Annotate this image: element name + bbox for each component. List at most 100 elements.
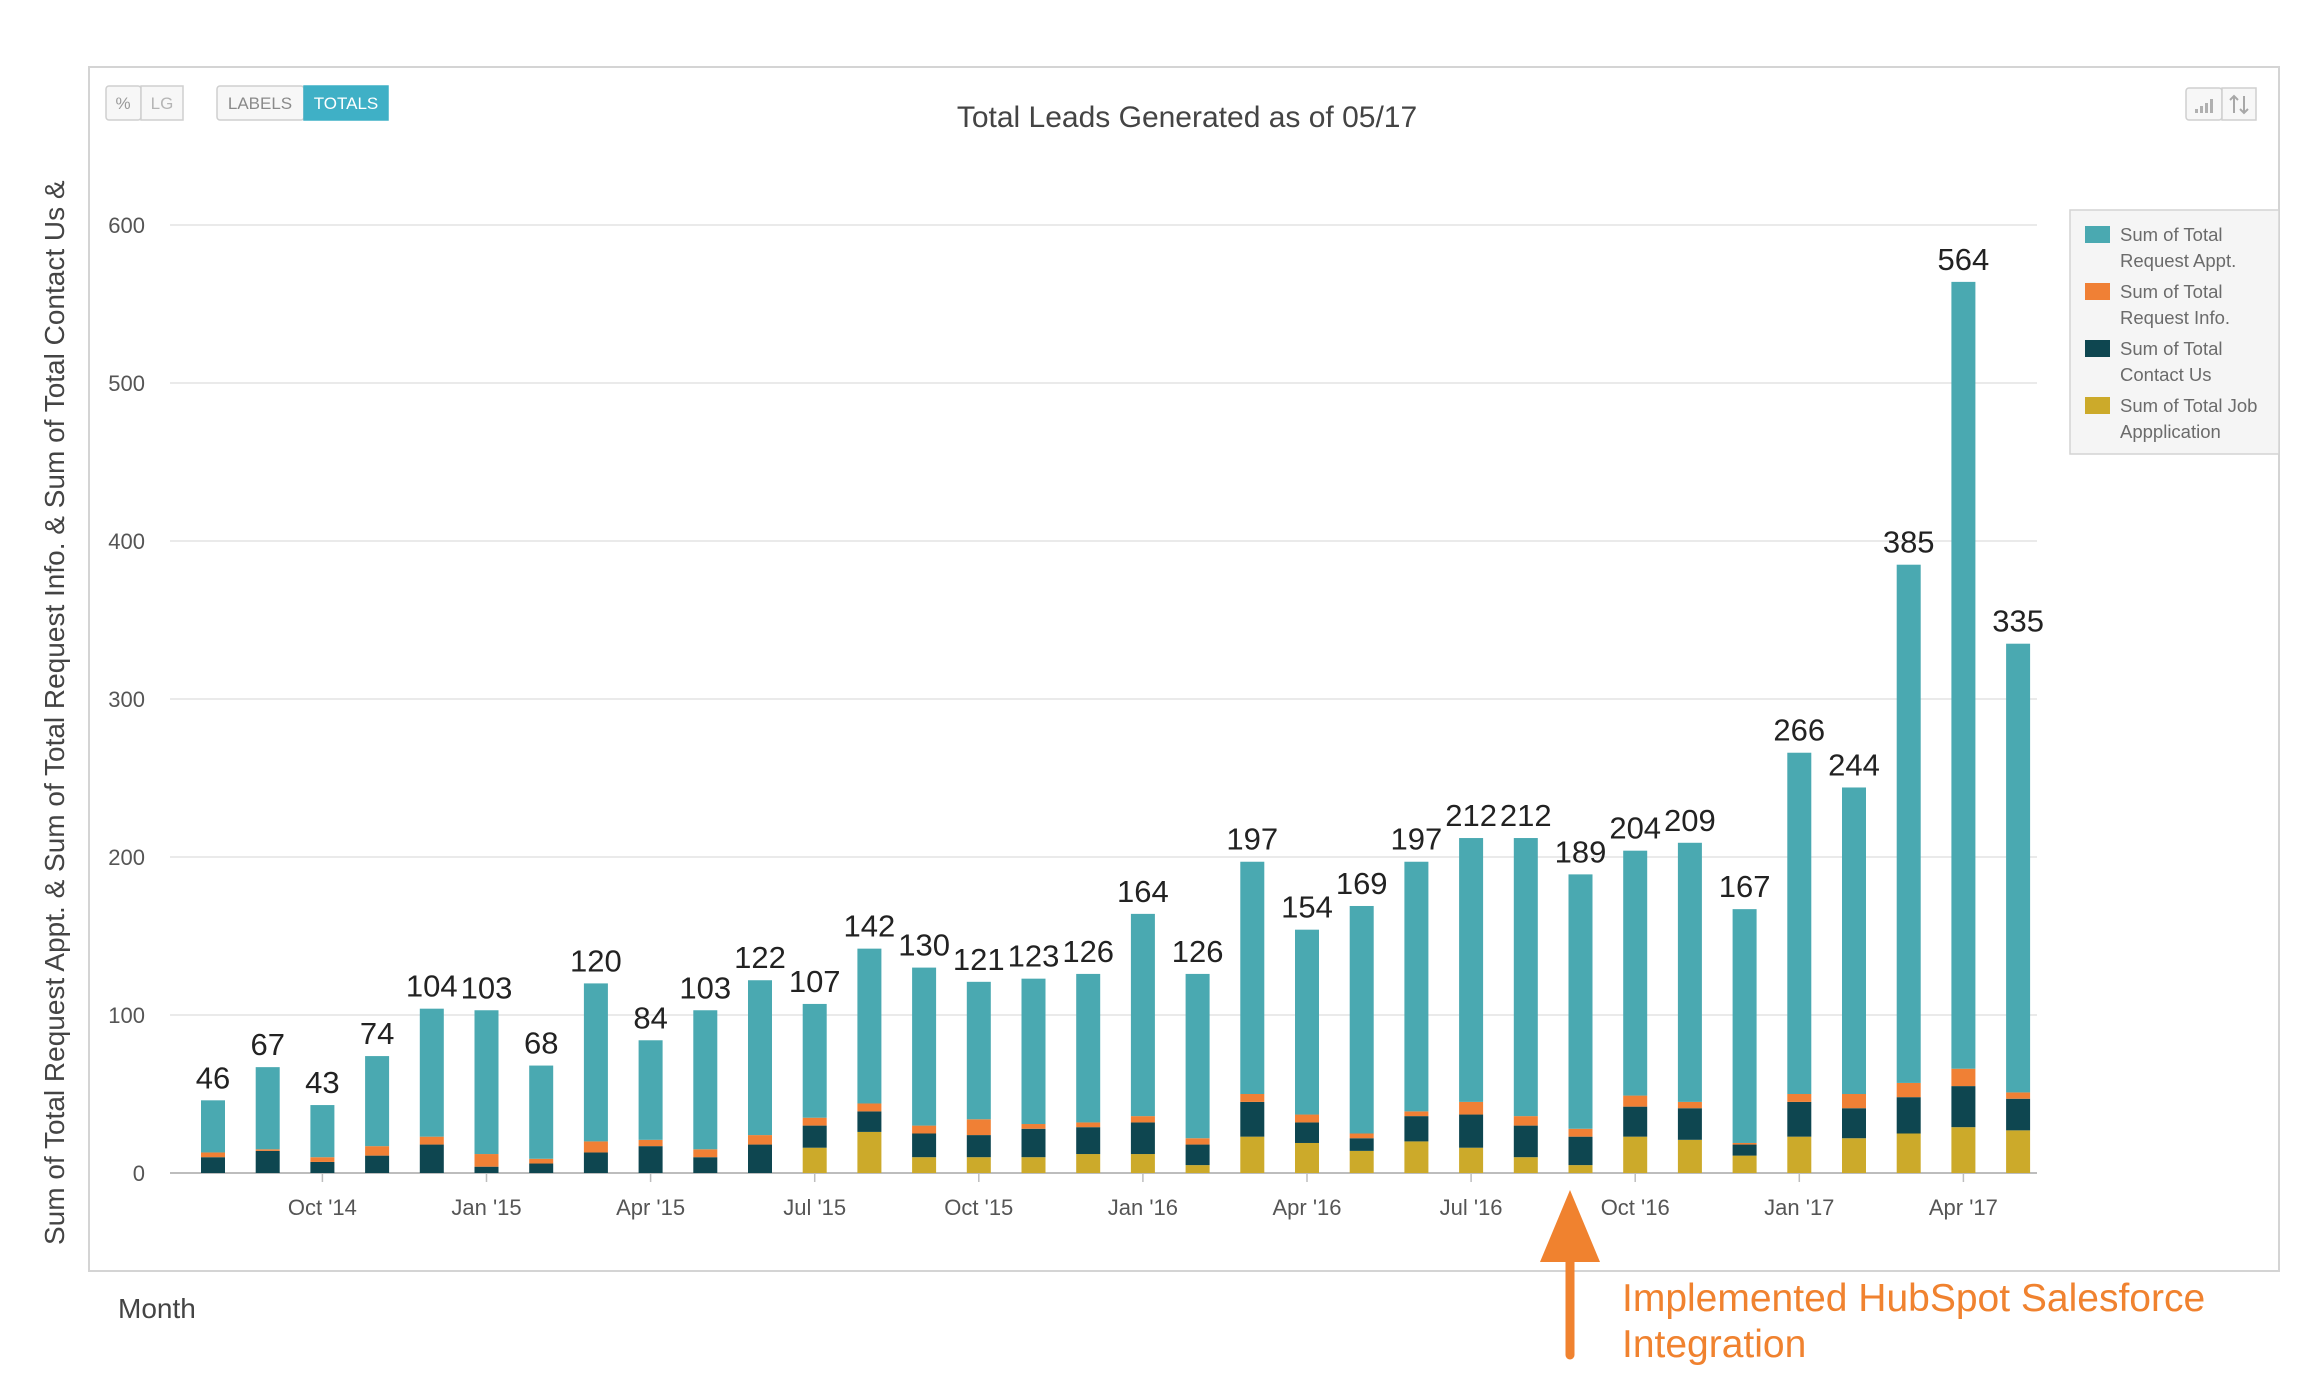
contact-us-segment[interactable] — [748, 1144, 772, 1173]
contact-us-segment[interactable] — [1677, 1108, 1702, 1140]
job-application-segment[interactable] — [1951, 1127, 1976, 1173]
request-appt-segment[interactable] — [365, 1056, 390, 1147]
contact-us-segment[interactable] — [693, 1157, 718, 1173]
request-info-segment[interactable] — [966, 1119, 991, 1136]
job-application-segment[interactable] — [966, 1157, 991, 1173]
job-application-segment[interactable] — [1513, 1157, 1538, 1173]
request-appt-segment[interactable] — [1787, 752, 1812, 1094]
contact-us-segment[interactable] — [419, 1144, 444, 1173]
contact-us-segment[interactable] — [1021, 1128, 1046, 1158]
request-info-segment[interactable] — [1130, 1116, 1155, 1123]
request-appt-segment[interactable] — [1404, 861, 1429, 1112]
contact-us-segment[interactable] — [1185, 1144, 1210, 1166]
request-appt-segment[interactable] — [966, 981, 991, 1120]
request-info-segment[interactable] — [1076, 1122, 1101, 1128]
request-appt-segment[interactable] — [2006, 643, 2031, 1093]
request-appt-segment[interactable] — [1295, 929, 1319, 1115]
contact-us-segment[interactable] — [1842, 1108, 1866, 1139]
job-application-segment[interactable] — [1459, 1147, 1484, 1173]
request-appt-segment[interactable] — [474, 1010, 499, 1155]
job-application-segment[interactable] — [1130, 1154, 1155, 1173]
job-application-segment[interactable] — [2006, 1130, 2031, 1173]
contact-us-segment[interactable] — [802, 1125, 827, 1148]
request-appt-segment[interactable] — [201, 1100, 225, 1153]
totals-button[interactable] — [303, 85, 389, 121]
job-application-segment[interactable] — [1185, 1165, 1210, 1173]
request-info-segment[interactable] — [1185, 1138, 1210, 1145]
job-application-segment[interactable] — [1896, 1133, 1921, 1174]
request-appt-segment[interactable] — [1623, 850, 1648, 1096]
request-info-segment[interactable] — [474, 1154, 499, 1167]
request-appt-segment[interactable] — [1732, 909, 1757, 1143]
request-appt-segment[interactable] — [1185, 973, 1210, 1139]
request-info-segment[interactable] — [912, 1125, 937, 1134]
contact-us-segment[interactable] — [1404, 1116, 1429, 1142]
request-info-segment[interactable] — [201, 1152, 225, 1158]
request-info-segment[interactable] — [365, 1146, 390, 1156]
job-application-segment[interactable] — [1787, 1136, 1812, 1173]
request-appt-segment[interactable] — [310, 1105, 335, 1158]
request-info-segment[interactable] — [1677, 1101, 1702, 1109]
request-appt-segment[interactable] — [802, 1003, 827, 1118]
request-info-segment[interactable] — [2006, 1092, 2031, 1099]
contact-us-segment[interactable] — [583, 1152, 608, 1173]
contact-us-segment[interactable] — [1623, 1106, 1648, 1137]
request-info-segment[interactable] — [1459, 1101, 1484, 1115]
request-info-segment[interactable] — [255, 1149, 280, 1151]
contact-us-segment[interactable] — [255, 1150, 280, 1173]
request-info-segment[interactable] — [693, 1149, 718, 1158]
request-appt-segment[interactable] — [1677, 842, 1702, 1102]
job-application-segment[interactable] — [1349, 1150, 1374, 1173]
request-appt-segment[interactable] — [912, 967, 937, 1126]
request-appt-segment[interactable] — [857, 948, 882, 1104]
contact-us-segment[interactable] — [1130, 1122, 1155, 1155]
request-info-segment[interactable] — [419, 1136, 444, 1145]
request-info-segment[interactable] — [1787, 1094, 1812, 1102]
request-appt-segment[interactable] — [1513, 838, 1538, 1117]
request-info-segment[interactable] — [1021, 1124, 1046, 1129]
job-application-segment[interactable] — [1842, 1138, 1866, 1173]
job-application-segment[interactable] — [1623, 1136, 1648, 1173]
job-application-segment[interactable] — [1076, 1154, 1101, 1173]
contact-us-segment[interactable] — [1732, 1144, 1757, 1156]
job-application-segment[interactable] — [1677, 1139, 1702, 1173]
request-appt-segment[interactable] — [1021, 978, 1046, 1125]
request-appt-segment[interactable] — [748, 980, 772, 1136]
contact-us-segment[interactable] — [912, 1133, 937, 1158]
contact-us-segment[interactable] — [2006, 1098, 2031, 1131]
request-info-segment[interactable] — [1240, 1094, 1265, 1102]
request-appt-segment[interactable] — [1130, 913, 1155, 1117]
request-info-segment[interactable] — [748, 1135, 772, 1145]
contact-us-segment[interactable] — [1513, 1125, 1538, 1158]
request-info-segment[interactable] — [1295, 1114, 1319, 1123]
contact-us-segment[interactable] — [1349, 1138, 1374, 1151]
request-appt-segment[interactable] — [1568, 874, 1593, 1129]
job-application-segment[interactable] — [1404, 1141, 1429, 1173]
request-appt-segment[interactable] — [255, 1067, 280, 1150]
sort-button[interactable] — [2221, 87, 2257, 121]
request-appt-segment[interactable] — [1896, 564, 1921, 1083]
request-info-segment[interactable] — [1349, 1133, 1374, 1139]
contact-us-segment[interactable] — [1459, 1114, 1484, 1148]
job-application-segment[interactable] — [802, 1147, 827, 1173]
request-info-segment[interactable] — [310, 1157, 335, 1162]
contact-us-segment[interactable] — [966, 1135, 991, 1158]
request-info-segment[interactable] — [857, 1103, 882, 1112]
job-application-segment[interactable] — [1021, 1157, 1046, 1173]
request-appt-segment[interactable] — [693, 1010, 718, 1150]
request-info-segment[interactable] — [1842, 1094, 1866, 1109]
request-info-segment[interactable] — [583, 1141, 608, 1153]
request-appt-segment[interactable] — [638, 1040, 663, 1140]
request-appt-segment[interactable] — [1349, 905, 1374, 1134]
request-info-segment[interactable] — [1732, 1142, 1757, 1145]
request-info-segment[interactable] — [1513, 1116, 1538, 1126]
job-application-segment[interactable] — [1732, 1155, 1757, 1173]
request-appt-segment[interactable] — [1842, 787, 1866, 1094]
contact-us-segment[interactable] — [1076, 1127, 1101, 1155]
contact-us-segment[interactable] — [638, 1146, 663, 1173]
request-info-segment[interactable] — [529, 1158, 554, 1164]
contact-us-segment[interactable] — [474, 1166, 499, 1173]
request-info-segment[interactable] — [802, 1117, 827, 1126]
contact-us-segment[interactable] — [201, 1157, 225, 1173]
request-appt-segment[interactable] — [583, 983, 608, 1142]
